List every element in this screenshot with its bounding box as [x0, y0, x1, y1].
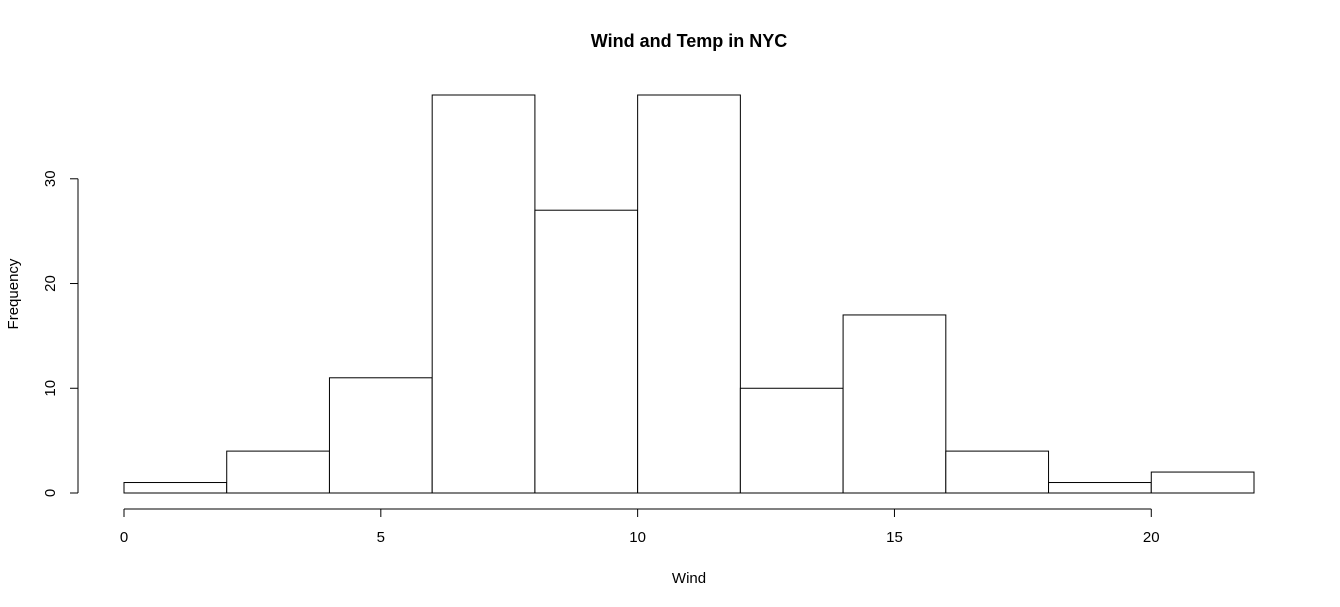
x-tick-label: 15	[886, 529, 903, 546]
x-axis: 0 5 10 15 20	[120, 508, 1160, 546]
x-tick-label: 0	[120, 529, 128, 546]
histogram-bar	[431, 94, 536, 494]
x-tick-label: 5	[377, 529, 385, 546]
histogram-bar	[945, 450, 1050, 494]
histogram-bar	[328, 377, 433, 494]
bars-group	[123, 94, 1255, 494]
histogram-bar	[842, 314, 947, 494]
x-tick-label: 20	[1143, 529, 1160, 546]
histogram-bar	[739, 387, 844, 494]
histogram-bar	[534, 209, 639, 494]
chart-title: Wind and Temp in NYC	[591, 31, 788, 51]
histogram-bar	[1048, 482, 1152, 494]
x-tick-label: 10	[629, 529, 646, 546]
histogram-bar	[637, 94, 741, 494]
y-tick-label: 0	[42, 489, 59, 497]
y-tick-label: 10	[42, 380, 59, 397]
histogram-bar	[1150, 471, 1255, 494]
y-tick-label: 20	[42, 275, 59, 292]
histogram-bar	[226, 450, 330, 494]
y-axis: 0 10 20 30	[42, 170, 79, 497]
y-tick-label: 30	[42, 170, 59, 187]
histogram-bar	[123, 482, 228, 494]
y-axis-label: Frequency	[5, 258, 22, 329]
x-axis-label: Wind	[672, 570, 706, 587]
